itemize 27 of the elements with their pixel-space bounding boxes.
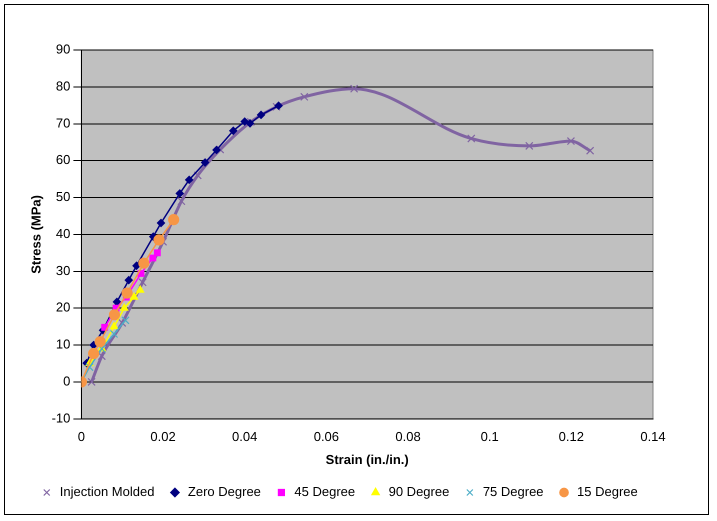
legend-label: 45 Degree: [294, 484, 356, 500]
x-tick-label: 0.02: [150, 429, 176, 444]
y-tick-label: 20: [56, 300, 70, 315]
y-tick-label: 40: [56, 226, 70, 241]
x-tick-label: 0.04: [232, 429, 258, 444]
x-tick-label: 0.14: [640, 429, 666, 444]
legend-label: Injection Molded: [60, 484, 154, 500]
y-tick-label: 10: [56, 336, 70, 352]
y-tick-label: 0: [63, 374, 70, 388]
legend-label: 90 Degree: [388, 484, 450, 500]
y-tick-label: 50: [56, 189, 70, 204]
legend-label: Zero Degree: [188, 484, 261, 500]
legend-label: 75 Degree: [482, 484, 544, 500]
legend-label: 15 Degree: [577, 484, 638, 500]
y-tick-label: 90: [56, 42, 70, 57]
x-tick-label: 0.06: [314, 429, 340, 444]
y-tick-label: -10: [52, 410, 70, 426]
x-tick-label: 0.12: [558, 429, 584, 444]
y-tick-label: 60: [56, 152, 70, 168]
y-tick-label: 80: [56, 78, 70, 94]
x-tick-label: 0.1: [480, 429, 499, 444]
y-axis-title: Stress (MPa): [28, 195, 44, 274]
y-tick-label: 70: [56, 115, 70, 130]
y-tick-label: 30: [56, 262, 70, 278]
x-tick-label: 0: [78, 429, 86, 444]
x-tick-label: 0.08: [395, 429, 421, 444]
x-axis-title: Strain (in./in.): [326, 452, 409, 467]
